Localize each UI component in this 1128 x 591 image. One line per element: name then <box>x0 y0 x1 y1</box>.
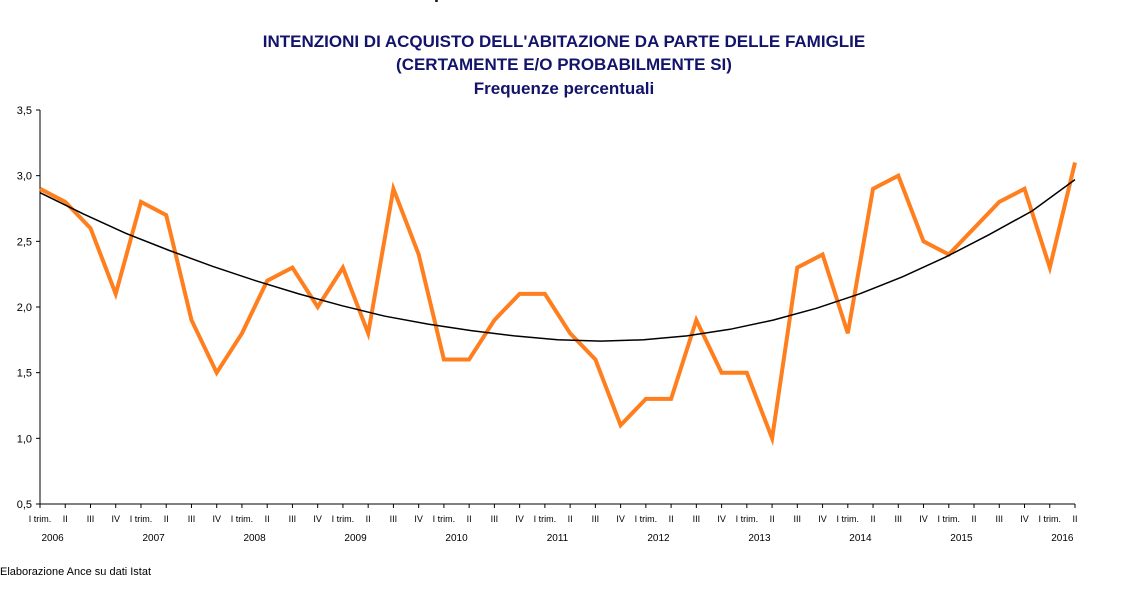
x-year-label: 2006 <box>41 533 64 544</box>
x-year-label: 2013 <box>748 533 771 544</box>
x-quarter-label: II <box>467 514 472 524</box>
x-quarter-label: III <box>87 514 95 524</box>
x-year-label: 2014 <box>849 533 872 544</box>
series-line-trend <box>39 178 1076 342</box>
x-quarter-label: III <box>794 514 802 524</box>
y-tick-label: 2,5 <box>17 236 32 248</box>
x-quarter-label: III <box>188 514 196 524</box>
x-quarter-label: IV <box>111 514 120 524</box>
chart-subtitle: (CERTAMENTE E/O PROBABILMENTE SI) <box>396 55 732 74</box>
x-quarter-label: IV <box>818 514 827 524</box>
x-quarter-label: I trim. <box>534 514 557 524</box>
source-note: Elaborazione Ance su dati Istat <box>0 566 152 578</box>
x-quarter-label: II <box>972 514 977 524</box>
x-quarter-label: III <box>693 514 701 524</box>
x-quarter-label: II <box>265 514 270 524</box>
x-quarter-label: II <box>164 514 169 524</box>
x-quarter-label: I trim. <box>29 514 52 524</box>
x-quarter-label: IV <box>1020 514 1029 524</box>
chart-title: INTENZIONI DI ACQUISTO DELL'ABITAZIONE D… <box>262 32 866 51</box>
x-quarter-label: III <box>592 514 600 524</box>
y-tick-label: 3,5 <box>17 105 32 117</box>
x-quarter-label: I trim. <box>1039 514 1062 524</box>
x-quarter-label: IV <box>212 514 221 524</box>
x-quarter-label: II <box>669 514 674 524</box>
x-quarter-label: III <box>390 514 398 524</box>
x-quarter-label: IV <box>414 514 423 524</box>
x-quarter-label: II <box>568 514 573 524</box>
x-quarter-label: I trim. <box>433 514 456 524</box>
top-caption: di abitazione a partire dal secondo trim… <box>0 0 1128 10</box>
x-year-label: 2015 <box>950 533 973 544</box>
x-quarter-label: IV <box>313 514 322 524</box>
x-quarter-label: I trim. <box>130 514 153 524</box>
x-quarter-label: IV <box>515 514 524 524</box>
x-quarter-label: I trim. <box>938 514 961 524</box>
x-quarter-label: IV <box>717 514 726 524</box>
x-quarter-label: I trim. <box>837 514 860 524</box>
x-quarter-label: III <box>491 514 499 524</box>
x-year-label: 2012 <box>647 533 670 544</box>
x-quarter-label: III <box>289 514 297 524</box>
x-year-label: 2007 <box>142 533 165 544</box>
x-quarter-label: II <box>770 514 775 524</box>
y-tick-label: 0,5 <box>17 499 32 511</box>
x-year-label: 2009 <box>344 533 367 544</box>
x-quarter-label: I trim. <box>332 514 355 524</box>
x-year-label: 2010 <box>445 533 468 544</box>
y-tick-label: 2,0 <box>17 302 32 314</box>
x-quarter-label: I trim. <box>231 514 254 524</box>
x-quarter-label: II <box>366 514 371 524</box>
x-quarter-label: IV <box>919 514 928 524</box>
x-quarter-label: II <box>63 514 68 524</box>
y-tick-label: 1,0 <box>17 433 32 445</box>
series-line-intenzioni <box>39 162 1077 447</box>
x-quarter-label: II <box>1072 514 1077 524</box>
x-quarter-label: II <box>871 514 876 524</box>
x-year-label: 2011 <box>547 533 569 544</box>
x-quarter-label: III <box>895 514 903 524</box>
chart-subtitle-units: Frequenze percentuali <box>473 79 655 98</box>
y-tick-label: 1,5 <box>17 368 32 380</box>
x-quarter-label: I trim. <box>635 514 658 524</box>
x-quarter-label: I trim. <box>736 514 759 524</box>
x-quarter-label: IV <box>616 514 625 524</box>
x-quarter-label: III <box>996 514 1004 524</box>
x-year-label: 2008 <box>243 533 266 544</box>
x-year-label: 2016 <box>1051 533 1074 544</box>
y-tick-label: 3,0 <box>17 171 32 183</box>
